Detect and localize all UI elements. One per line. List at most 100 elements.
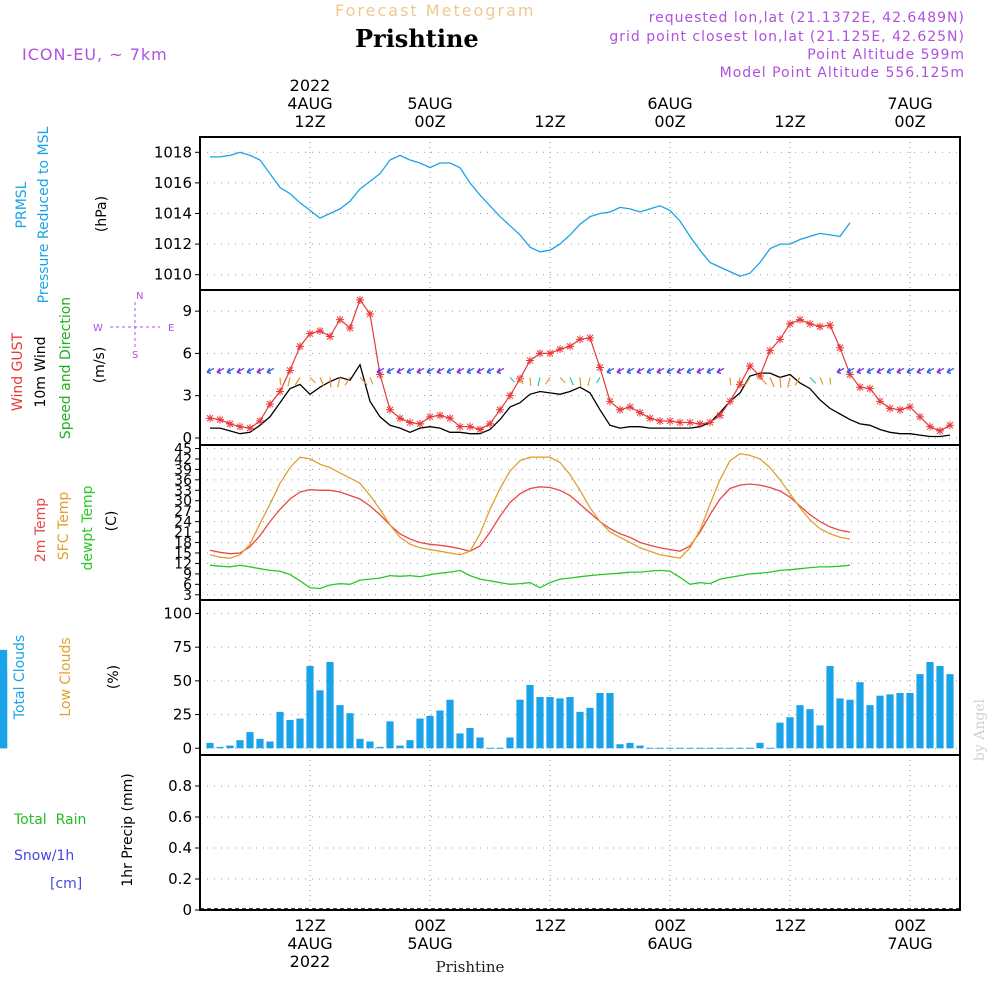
- cloud-bar: [776, 722, 784, 749]
- precip-labels: Total Rain Snow/1h [cm] 1hr Precip (mm): [13, 773, 136, 892]
- wind-gust-marker: [876, 397, 884, 406]
- wind-gust-marker: [686, 418, 694, 427]
- wind-direction-arrow: [606, 367, 615, 374]
- panel-frame-wind: [199, 289, 961, 446]
- location-title: Prishtine: [355, 24, 479, 53]
- time-tick-bottom: 12Z: [774, 916, 805, 935]
- pressure-label-prmsl: PRMSL: [14, 181, 30, 228]
- panel-frames: [199, 136, 961, 911]
- cloud-bar: [926, 662, 934, 749]
- y-tick-label: 25: [173, 706, 192, 724]
- wind-direction-arrow: [386, 367, 395, 374]
- wind-direction-arrow: [706, 367, 715, 374]
- cloud-bar: [546, 697, 554, 749]
- y-tick-label: 0.6: [168, 808, 192, 826]
- wind-gust-marker: [776, 335, 784, 344]
- snow-label: Snow/1h: [14, 848, 74, 864]
- cloud-bar: [816, 725, 824, 749]
- wind-direction-arrow: [216, 367, 225, 374]
- wind-direction-arrow: [359, 376, 368, 386]
- temp-dewpt-label: dewpt Temp: [80, 485, 96, 570]
- y-tick-label: 0.8: [168, 777, 192, 795]
- cloud-bar: [236, 740, 244, 749]
- wind-direction-arrow: [236, 367, 245, 374]
- y-tick-label: 45: [174, 441, 192, 457]
- wind-gust-marker: [256, 417, 264, 426]
- wind-10m-label: 10m Wind: [33, 336, 49, 407]
- cloud-bar: [256, 738, 264, 749]
- wind-gust-marker: [616, 405, 624, 414]
- wind-gust-marker: [676, 418, 684, 427]
- compass-w: W: [93, 323, 103, 334]
- wind-10m-line: [210, 363, 951, 438]
- wind-gust-marker: [736, 380, 744, 389]
- wind-gust-marker: [816, 322, 824, 331]
- pressure-line: [210, 151, 851, 277]
- y-tick-label: 39: [174, 462, 192, 478]
- temp-sfc-label: SFC Temp: [56, 492, 72, 561]
- time-tick-bottom: 7AUG: [887, 934, 932, 953]
- y-tick-label: 100: [163, 604, 192, 622]
- wind-direction-arrow: [519, 377, 524, 385]
- y-tick-label: 0: [182, 901, 192, 919]
- y-tick-label: 1018: [154, 143, 192, 161]
- cloud-bar: [846, 699, 854, 749]
- wind-gust-marker: [756, 371, 764, 380]
- wind-direction-arrow: [369, 377, 374, 385]
- wind-gust-marker: [336, 315, 344, 324]
- wind-direction-arrow: [876, 367, 885, 374]
- wind-direction-arrow: [329, 377, 332, 388]
- wind-gust-marker: [716, 411, 724, 420]
- y-tick-label: 0: [182, 739, 192, 757]
- time-tick-bottom: 00Z: [654, 916, 685, 935]
- wind-direction-arrow: [666, 367, 675, 374]
- cloud-unit: (%): [106, 665, 122, 689]
- time-tick-top: 00Z: [894, 112, 925, 131]
- wind-gust-marker: [216, 415, 224, 424]
- cloud-bar: [436, 710, 444, 749]
- wind-direction-arrow: [636, 367, 645, 374]
- y-tick-label: 9: [183, 567, 192, 583]
- wind-gust-marker: [626, 402, 634, 411]
- wind-gust-marker: [826, 321, 834, 330]
- y-tick-label: 1010: [154, 266, 192, 284]
- cloud-bar: [216, 746, 224, 749]
- cloud-bar: [376, 746, 384, 749]
- wind-gust-marker: [646, 414, 654, 423]
- grid-point-coords: grid point closest lon,lat (21.125E, 42.…: [609, 29, 965, 45]
- wind-direction-arrow: [744, 377, 751, 387]
- wind-gust-marker: [236, 422, 244, 431]
- wind-gust-marker: [306, 329, 314, 338]
- cloud-bar: [406, 740, 414, 749]
- subtitle: Forecast Meteogram: [335, 1, 535, 20]
- cloud-bar: [276, 711, 284, 749]
- cloud-bar: [946, 674, 954, 749]
- y-tick-label: 0.4: [168, 839, 192, 857]
- time-tick-top: 12Z: [294, 112, 325, 131]
- cloud-bar: [916, 674, 924, 749]
- y-tick-label: 3: [183, 588, 192, 604]
- wind-gust-marker: [206, 414, 214, 423]
- wind-gust-marker: [416, 419, 424, 428]
- time-tick-top: 00Z: [414, 112, 445, 131]
- wind-gust-marker: [796, 315, 804, 324]
- wind-direction-arrow: [337, 377, 341, 388]
- cloud-bar: [856, 682, 864, 749]
- y-tick-label: 75: [173, 638, 192, 656]
- temp-unit: (C): [104, 511, 120, 532]
- wind-gust-marker: [946, 421, 954, 430]
- time-tick-top: 00Z: [654, 112, 685, 131]
- cloud-bar: [876, 695, 884, 749]
- cloud-bar: [356, 738, 364, 749]
- cloud-bar: [806, 709, 814, 749]
- cloud-bar: [466, 728, 474, 749]
- total-clouds-label: Total Clouds: [12, 635, 28, 720]
- temp-2m-label: 2m Temp: [33, 498, 49, 562]
- wind-direction-arrow: [856, 367, 865, 374]
- y-tick-label: 50: [173, 672, 192, 690]
- time-tick-top: 12Z: [534, 112, 565, 131]
- wind-gust-marker: [866, 384, 874, 393]
- wind-gust-marker: [346, 324, 354, 333]
- wind-gust-marker: [846, 370, 854, 379]
- cloud-bar: [476, 737, 484, 749]
